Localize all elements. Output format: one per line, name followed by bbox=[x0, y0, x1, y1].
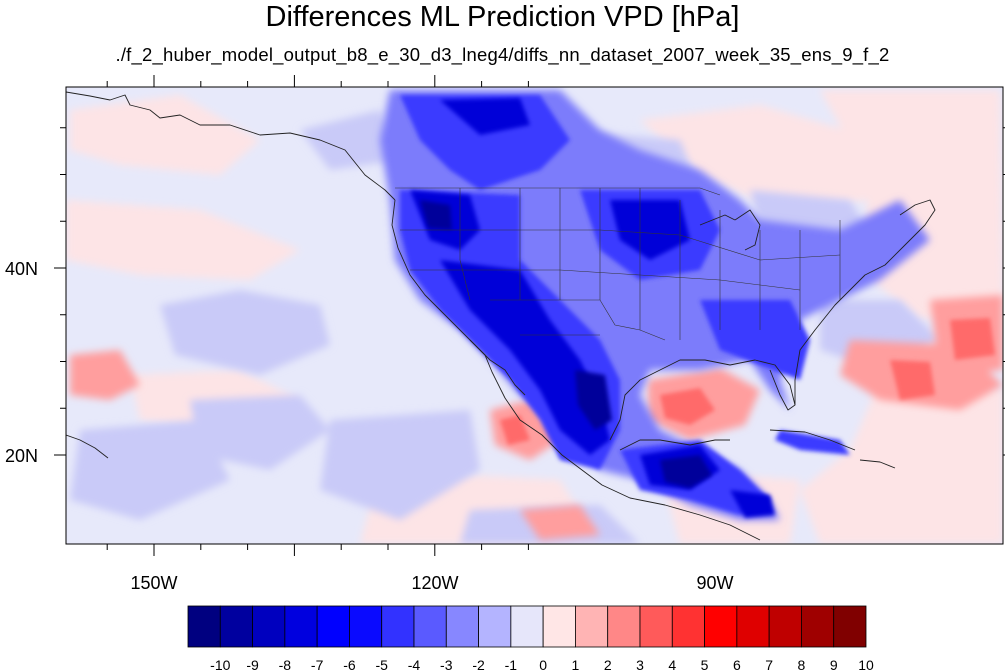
colorbar-swatch bbox=[219, 605, 253, 648]
colorbar-label: 6 bbox=[733, 657, 741, 672]
colorbar-swatch bbox=[478, 605, 512, 648]
colorbar-swatch bbox=[833, 605, 867, 648]
colorbar-swatch bbox=[349, 605, 383, 648]
colorbar-swatch bbox=[704, 605, 738, 648]
axis-ticks bbox=[54, 75, 1005, 556]
colorbar-label: 0 bbox=[539, 657, 547, 672]
political-boundaries bbox=[395, 187, 841, 341]
colorbar-label: -2 bbox=[472, 657, 485, 672]
colorbar-swatch bbox=[607, 605, 641, 648]
difference-field bbox=[66, 90, 1003, 544]
colorbar-swatch bbox=[445, 605, 479, 648]
colorbar-swatch bbox=[736, 605, 770, 648]
map-frame bbox=[65, 86, 1004, 545]
colorbar-swatch bbox=[316, 605, 350, 648]
colorbar-swatch bbox=[671, 605, 705, 648]
map-plot-area bbox=[66, 87, 1003, 544]
colorbar-swatch bbox=[575, 605, 609, 648]
colorbar-label: -9 bbox=[246, 657, 259, 672]
colorbar-label: -7 bbox=[311, 657, 324, 672]
colorbar-swatch bbox=[801, 605, 835, 648]
colorbar-label: 5 bbox=[701, 657, 709, 672]
x-tick-label: 90W bbox=[696, 573, 733, 593]
colorbar-label: -5 bbox=[375, 657, 388, 672]
x-tick-label: 150W bbox=[130, 573, 177, 593]
colorbar-label: 9 bbox=[830, 657, 838, 672]
colorbar-label: -4 bbox=[408, 657, 421, 672]
colorbar-swatch bbox=[187, 605, 221, 648]
colorbar-label: -8 bbox=[279, 657, 292, 672]
colorbar-label: 4 bbox=[668, 657, 676, 672]
colorbar-swatch bbox=[413, 605, 447, 648]
colorbar-label: 2 bbox=[604, 657, 612, 672]
y-tick-label: 20N bbox=[5, 446, 38, 466]
map-title: Differences ML Prediction VPD [hPa] bbox=[265, 1, 740, 33]
colorbar-label: 8 bbox=[798, 657, 806, 672]
colorbar-swatch bbox=[542, 605, 576, 648]
colorbar-swatch bbox=[510, 605, 544, 648]
colorbar-label: -1 bbox=[505, 657, 518, 672]
colorbar-label: 10 bbox=[858, 657, 874, 672]
colorbar-swatch bbox=[284, 605, 318, 648]
colorbar-swatch bbox=[381, 605, 415, 648]
map-subtitle: ./f_2_huber_model_output_b8_e_30_d3_lneg… bbox=[115, 44, 890, 65]
colorbar-label: -10 bbox=[210, 657, 230, 672]
y-tick-label: 40N bbox=[5, 259, 38, 279]
colorbar-swatch bbox=[639, 605, 673, 648]
colorbar-label: -3 bbox=[440, 657, 453, 672]
colorbar: -10 -9 -8 -7 -6 -5 -4 -3 -2 -1 0 1 2 3 4 5 6 7 8 9 10 bbox=[187, 605, 874, 672]
colorbar-label: 7 bbox=[765, 657, 773, 672]
colorbar-label: -6 bbox=[343, 657, 356, 672]
colorbar-label: 3 bbox=[636, 657, 644, 672]
colorbar-swatch bbox=[252, 605, 286, 648]
colorbar-label: 1 bbox=[572, 657, 580, 672]
coastlines bbox=[66, 91, 936, 541]
x-tick-label: 120W bbox=[411, 573, 458, 593]
colorbar-swatch bbox=[768, 605, 802, 648]
